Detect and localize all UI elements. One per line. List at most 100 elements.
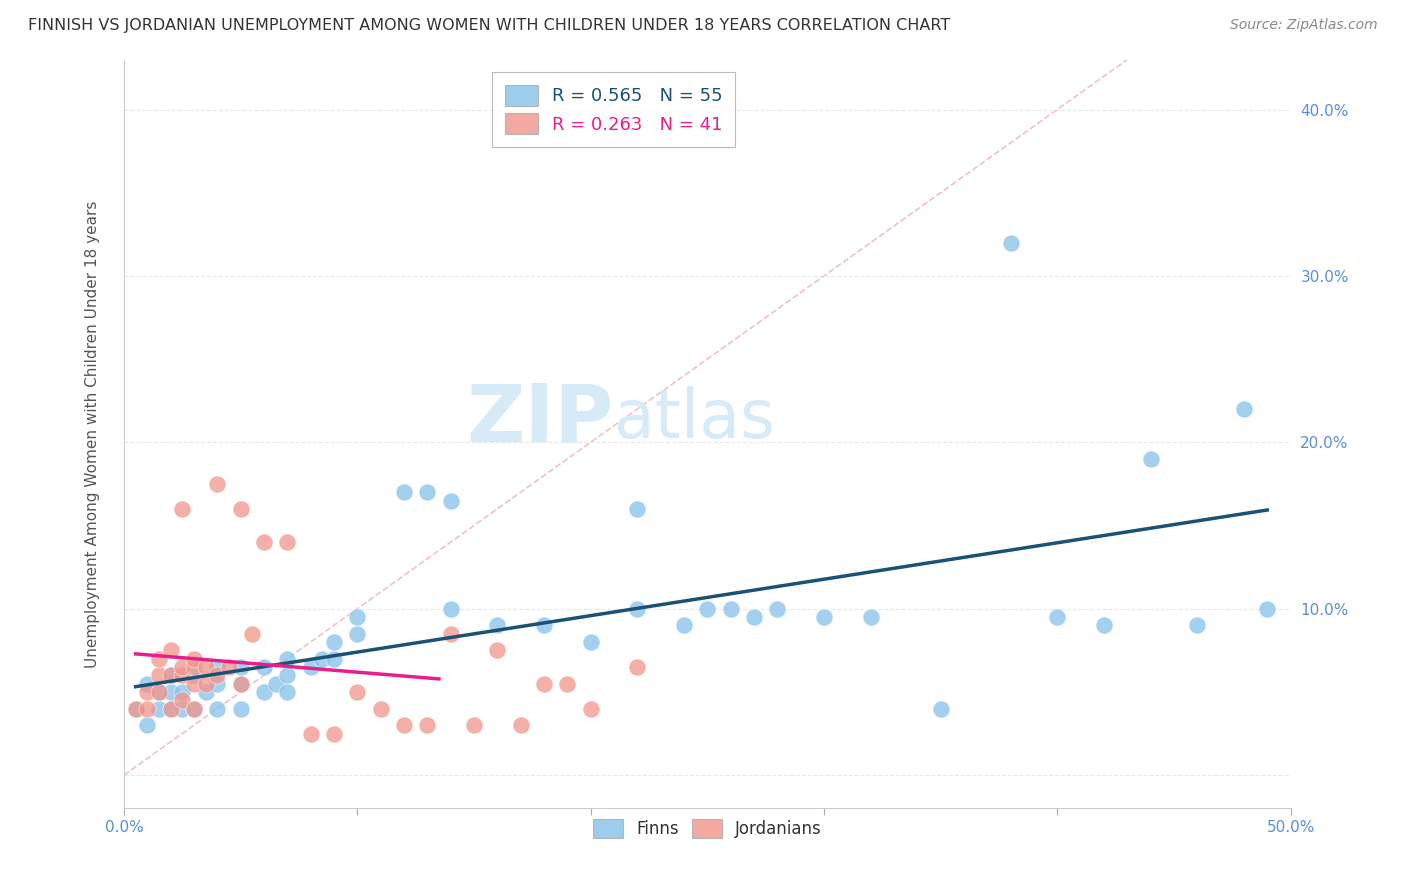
- Point: [299, 660, 322, 674]
- Point: [207, 660, 229, 674]
- Point: [183, 651, 205, 665]
- Point: [392, 718, 415, 732]
- Point: [1046, 610, 1069, 624]
- Text: Source: ZipAtlas.com: Source: ZipAtlas.com: [1230, 18, 1378, 32]
- Point: [172, 660, 194, 674]
- Point: [533, 618, 555, 632]
- Point: [1256, 601, 1278, 615]
- Text: ZIP: ZIP: [467, 380, 614, 458]
- Point: [183, 676, 205, 690]
- Point: [486, 643, 509, 657]
- Point: [148, 685, 170, 699]
- Point: [183, 660, 205, 674]
- Point: [218, 660, 240, 674]
- Point: [439, 626, 461, 640]
- Point: [172, 502, 194, 516]
- Point: [859, 610, 882, 624]
- Point: [229, 701, 252, 715]
- Point: [392, 485, 415, 500]
- Text: atlas: atlas: [614, 386, 775, 452]
- Point: [555, 676, 578, 690]
- Point: [183, 668, 205, 682]
- Point: [346, 626, 368, 640]
- Point: [346, 685, 368, 699]
- Point: [264, 676, 287, 690]
- Point: [672, 618, 695, 632]
- Point: [626, 660, 648, 674]
- Point: [159, 701, 181, 715]
- Point: [579, 701, 602, 715]
- Point: [159, 668, 181, 682]
- Point: [439, 601, 461, 615]
- Point: [370, 701, 392, 715]
- Text: FINNISH VS JORDANIAN UNEMPLOYMENT AMONG WOMEN WITH CHILDREN UNDER 18 YEARS CORRE: FINNISH VS JORDANIAN UNEMPLOYMENT AMONG …: [28, 18, 950, 33]
- Point: [194, 660, 217, 674]
- Point: [172, 701, 194, 715]
- Point: [813, 610, 835, 624]
- Point: [159, 643, 181, 657]
- Point: [929, 701, 952, 715]
- Point: [207, 701, 229, 715]
- Point: [136, 701, 159, 715]
- Point: [183, 701, 205, 715]
- Point: [124, 701, 146, 715]
- Point: [183, 701, 205, 715]
- Point: [766, 601, 789, 615]
- Point: [159, 685, 181, 699]
- Point: [253, 535, 276, 549]
- Point: [463, 718, 485, 732]
- Point: [159, 668, 181, 682]
- Point: [172, 668, 194, 682]
- Point: [1000, 235, 1022, 250]
- Point: [229, 676, 252, 690]
- Point: [148, 685, 170, 699]
- Point: [1233, 402, 1256, 417]
- Point: [486, 618, 509, 632]
- Point: [276, 651, 298, 665]
- Point: [136, 685, 159, 699]
- Point: [148, 651, 170, 665]
- Point: [299, 726, 322, 740]
- Point: [207, 676, 229, 690]
- Point: [742, 610, 765, 624]
- Point: [1092, 618, 1115, 632]
- Point: [720, 601, 742, 615]
- Point: [124, 701, 146, 715]
- Point: [626, 601, 648, 615]
- Point: [172, 685, 194, 699]
- Point: [322, 651, 344, 665]
- Point: [207, 668, 229, 682]
- Point: [416, 485, 439, 500]
- Point: [509, 718, 531, 732]
- Point: [172, 693, 194, 707]
- Point: [148, 668, 170, 682]
- Point: [194, 676, 217, 690]
- Point: [229, 676, 252, 690]
- Point: [207, 477, 229, 491]
- Point: [322, 635, 344, 649]
- Point: [533, 676, 555, 690]
- Point: [148, 701, 170, 715]
- Point: [136, 718, 159, 732]
- Point: [276, 668, 298, 682]
- Point: [626, 502, 648, 516]
- Point: [696, 601, 718, 615]
- Point: [229, 660, 252, 674]
- Point: [439, 493, 461, 508]
- Point: [322, 726, 344, 740]
- Legend: Finns, Jordanians: Finns, Jordanians: [586, 813, 828, 845]
- Point: [346, 610, 368, 624]
- Y-axis label: Unemployment Among Women with Children Under 18 years: Unemployment Among Women with Children U…: [86, 201, 100, 668]
- Point: [240, 626, 263, 640]
- Point: [253, 685, 276, 699]
- Point: [229, 502, 252, 516]
- Point: [311, 651, 333, 665]
- Point: [1139, 452, 1161, 467]
- Point: [1187, 618, 1209, 632]
- Point: [159, 701, 181, 715]
- Point: [579, 635, 602, 649]
- Point: [253, 660, 276, 674]
- Point: [276, 685, 298, 699]
- Point: [276, 535, 298, 549]
- Point: [136, 676, 159, 690]
